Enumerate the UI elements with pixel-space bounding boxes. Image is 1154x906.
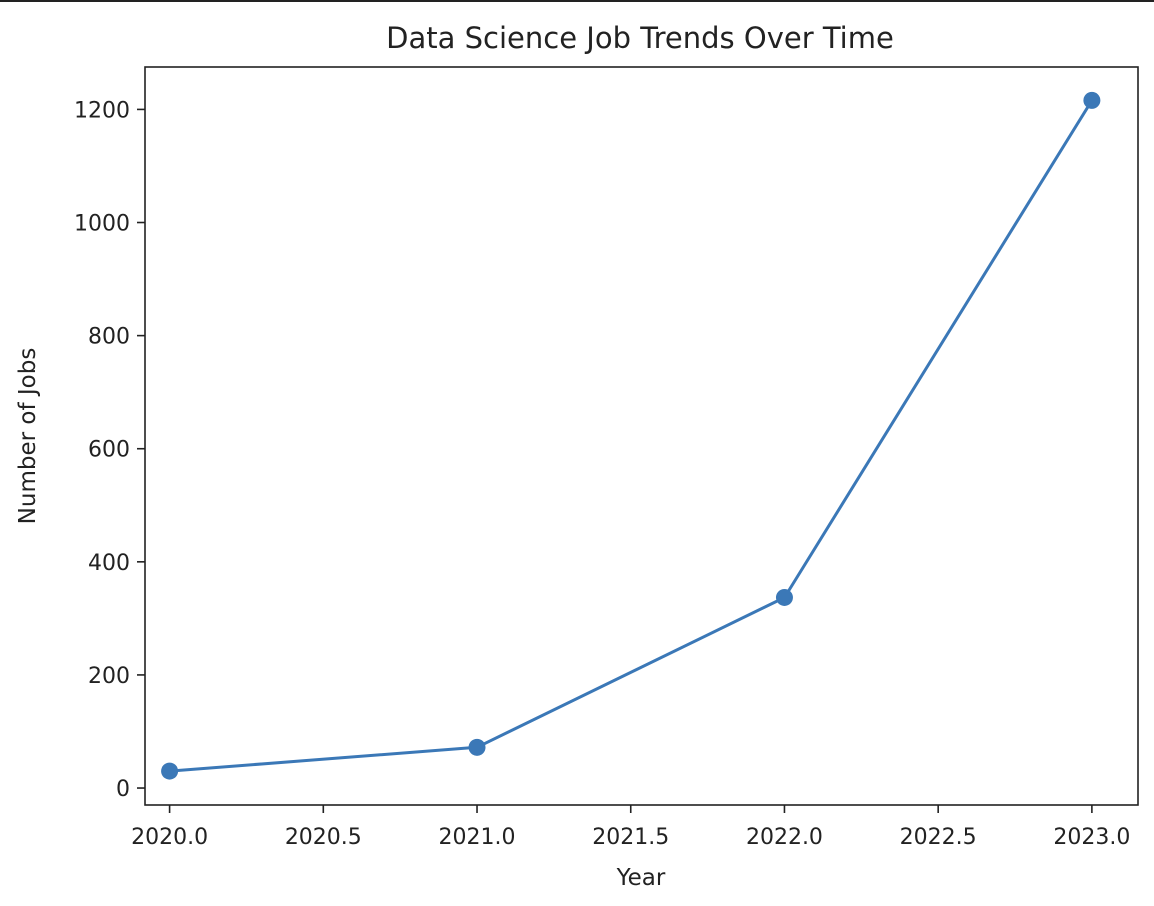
chart-title: Data Science Job Trends Over Time [386, 21, 894, 55]
y-axis-label: Number of Jobs [15, 348, 41, 525]
x-axis-ticks: 2020.0 2020.5 2021.0 2021.5 2022.0 2022.5 2023… [131, 805, 1130, 850]
data-point-2021 [468, 738, 486, 756]
y-axis-ticks: 0 200 400 600 800 1000 1200 [74, 98, 145, 802]
y-tick-label: 1000 [74, 212, 130, 237]
x-axis-label: Year [616, 865, 666, 891]
y-tick-label: 800 [88, 325, 130, 350]
y-tick-label: 0 [116, 777, 130, 802]
x-tick-label: 2021.5 [592, 825, 669, 850]
y-tick-label: 200 [88, 664, 130, 689]
y-tick-label: 600 [88, 438, 130, 463]
data-point-2023 [1083, 91, 1101, 109]
data-point-2022 [775, 588, 793, 606]
series-line [169, 99, 1094, 773]
window-top-border [0, 0, 1154, 2]
y-tick-label: 1200 [74, 98, 130, 123]
plot-area [161, 91, 1101, 780]
x-tick-label: 2023.0 [1053, 825, 1130, 850]
y-tick-label: 400 [88, 551, 130, 576]
x-tick-label: 2021.0 [439, 825, 516, 850]
x-tick-label: 2020.0 [131, 825, 208, 850]
x-tick-label: 2022.5 [900, 825, 977, 850]
x-tick-label: 2022.0 [746, 825, 823, 850]
x-tick-label: 2020.5 [285, 825, 362, 850]
plot-frame [144, 66, 1139, 806]
data-point-2020 [161, 762, 179, 780]
